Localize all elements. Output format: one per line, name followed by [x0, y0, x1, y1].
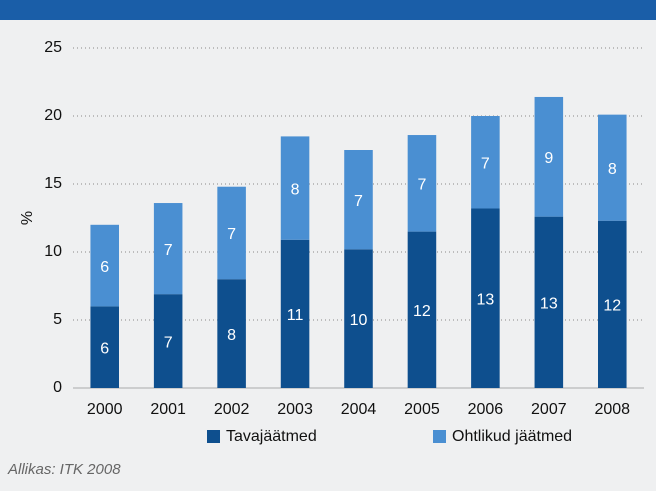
x-tick-label: 2008: [594, 401, 630, 418]
x-tick-label: 2001: [150, 401, 186, 418]
y-tick-label: 5: [53, 311, 62, 328]
y-axis-label: %: [19, 211, 36, 225]
x-tick-label: 2000: [87, 401, 123, 418]
bar-segment: [534, 96, 564, 217]
source: Allikas: ITK 2008: [7, 461, 121, 478]
value-label: 9: [544, 150, 553, 167]
value-label: 7: [417, 177, 426, 194]
legend-swatch: [433, 430, 446, 443]
bar-segment: [90, 224, 119, 307]
bar-segment: [217, 279, 246, 388]
value-label: 6: [100, 259, 109, 276]
value-label: 8: [227, 327, 236, 344]
x-tick-label: 2005: [404, 401, 440, 418]
value-label: 7: [354, 193, 363, 210]
bar-segment: [471, 116, 500, 209]
value-label: 7: [227, 226, 236, 243]
bar-segment: [280, 239, 310, 388]
value-label: 7: [164, 242, 173, 259]
bar-segment: [407, 231, 437, 388]
bar-segment: [534, 216, 564, 388]
bar-segment: [280, 136, 310, 240]
bar-segment: [90, 306, 119, 388]
bar-segment: [153, 294, 183, 388]
value-label: 13: [476, 291, 494, 308]
header-band: [0, 0, 656, 20]
y-tick-label: 15: [44, 175, 62, 192]
x-tick-label: 2002: [214, 401, 250, 418]
value-label: 12: [603, 298, 621, 315]
x-tick-label: 2006: [468, 401, 504, 418]
value-label: 12: [413, 303, 431, 320]
y-tick-label: 25: [44, 39, 62, 56]
x-tick-label: 2003: [277, 401, 313, 418]
bar-segment: [217, 186, 246, 280]
value-label: 13: [540, 296, 558, 313]
value-label: 7: [164, 334, 173, 351]
value-label: 6: [100, 340, 109, 357]
x-tick-label: 2007: [531, 401, 567, 418]
value-label: 11: [287, 307, 304, 324]
bar-segment: [598, 220, 627, 388]
bar-segment: [153, 203, 183, 295]
y-tick-label: 10: [44, 243, 62, 260]
x-tick-label: 2004: [341, 401, 377, 418]
bar-segment: [344, 150, 373, 250]
legend-swatch: [207, 430, 220, 443]
legend-label: Ohtlikud jäätmed: [452, 428, 572, 445]
value-label: 10: [350, 312, 368, 329]
value-label: 7: [481, 155, 490, 172]
y-tick-label: 20: [44, 107, 62, 124]
bar-segment: [471, 208, 500, 388]
value-label: 8: [291, 181, 300, 198]
value-label: 8: [608, 161, 617, 178]
bar-segment: [407, 135, 437, 232]
legend-label: Tavajäätmed: [226, 428, 317, 445]
bar-segment: [598, 114, 627, 221]
bar-segment: [344, 249, 373, 388]
y-tick-label: 0: [53, 379, 62, 396]
